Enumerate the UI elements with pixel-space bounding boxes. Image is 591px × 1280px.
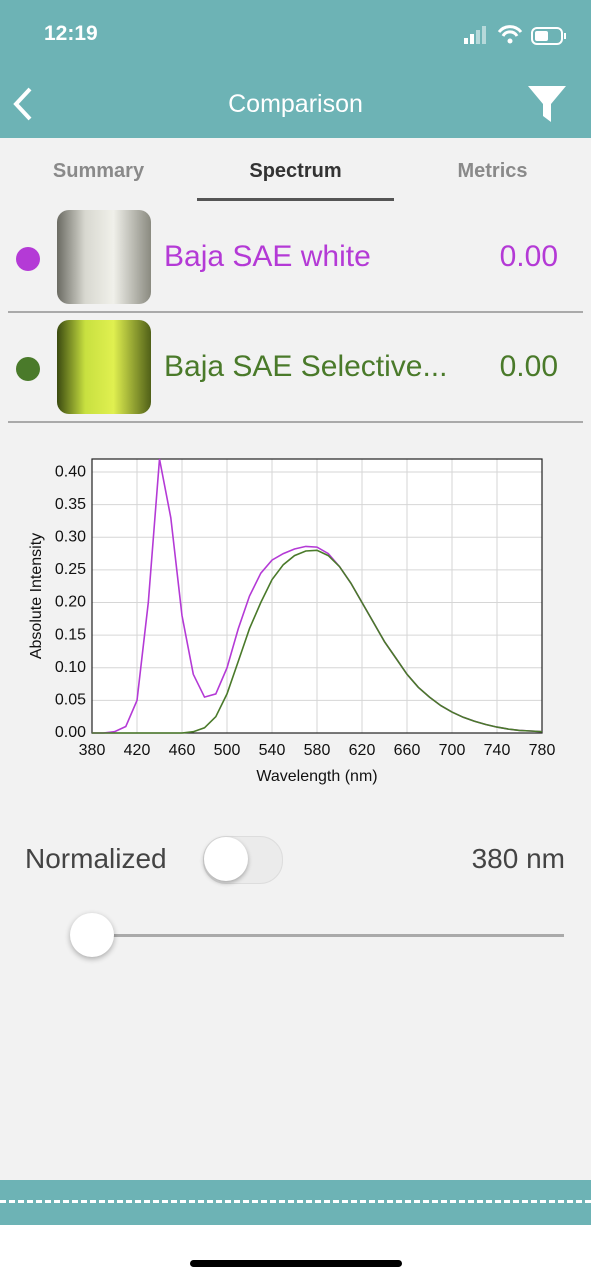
x-tick-label: 620 <box>349 742 376 759</box>
item-name: Baja SAE white <box>164 240 371 273</box>
slider-knob[interactable] <box>70 913 114 957</box>
y-tick-label: 0.20 <box>55 594 86 611</box>
tab[interactable]: Metrics <box>457 160 528 182</box>
x-tick-label: 780 <box>529 742 556 759</box>
divider <box>8 311 583 313</box>
item-value: 0.00 <box>499 240 558 273</box>
status-icons <box>464 25 566 45</box>
y-tick-label: 0.40 <box>55 463 86 480</box>
divider <box>8 421 583 423</box>
home-indicator <box>190 1260 402 1267</box>
x-tick-label: 380 <box>79 742 106 759</box>
wavelength-value: 380 nm <box>471 843 565 874</box>
x-tick-label: 660 <box>394 742 421 759</box>
status-time: 12:19 <box>44 22 98 45</box>
nav-title: Comparison <box>228 90 363 118</box>
x-tick-label: 460 <box>169 742 196 759</box>
thumbnail <box>57 320 151 414</box>
x-tick-label: 420 <box>124 742 151 759</box>
thumbnail <box>57 210 151 304</box>
y-tick-label: 0.25 <box>55 561 86 578</box>
x-tick-label: 580 <box>304 742 331 759</box>
y-tick-label: 0.35 <box>55 496 86 513</box>
dashed-line <box>0 1200 591 1203</box>
y-tick-label: 0.15 <box>55 626 86 643</box>
y-tick-label: 0.10 <box>55 659 86 676</box>
y-tick-label: 0.05 <box>55 692 86 709</box>
item-name: Baja SAE Selective... <box>164 350 448 383</box>
y-tick-label: 0.30 <box>55 529 86 546</box>
series-line <box>92 549 543 734</box>
x-tick-label: 740 <box>484 742 511 759</box>
home-area <box>0 1225 591 1280</box>
color-dot <box>16 357 40 381</box>
x-tick-label: 500 <box>214 742 241 759</box>
tab-active[interactable]: Spectrum <box>249 160 342 182</box>
chart: Wavelength (nm) Absolute Intensity 380 42… <box>28 458 556 785</box>
item-value: 0.00 <box>499 350 558 383</box>
y-tick-label: 0.00 <box>55 724 86 741</box>
normalized-label: Normalized <box>25 843 167 874</box>
plot-frame <box>91 458 543 734</box>
x-tick-label: 700 <box>439 742 466 759</box>
tab-bar: Summary Spectrum Metrics <box>0 138 591 202</box>
toggle[interactable] <box>203 836 283 884</box>
slider-track <box>90 934 564 937</box>
back-button[interactable] <box>10 86 40 122</box>
toggle-knob <box>204 837 248 881</box>
tab-indicator <box>197 198 394 201</box>
x-axis-label: Wavelength (nm) <box>256 768 377 785</box>
bottom-bar <box>0 1180 591 1225</box>
y-axis-label: Absolute Intensity <box>28 533 45 659</box>
color-dot <box>16 247 40 271</box>
header: 12:19 Comparison <box>0 0 591 138</box>
filter-button[interactable] <box>526 84 568 124</box>
tab[interactable]: Summary <box>52 160 145 182</box>
x-tick-label: 540 <box>259 742 286 759</box>
